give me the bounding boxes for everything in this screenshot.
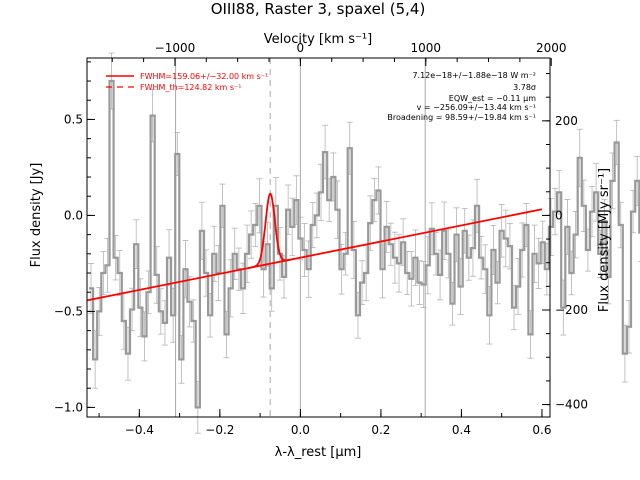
right-tick-label: 0 <box>555 208 563 222</box>
top-tick-label: 1000 <box>411 41 442 55</box>
annotation-significance: 3.78σ <box>513 83 536 92</box>
x-tick-label: 0.0 <box>291 423 310 437</box>
annotation-velocity: v = −256.09+/−13.44 km s⁻¹ <box>417 103 536 112</box>
annotation-flux: 7.12e−18+/−1.88e−18 W m⁻² <box>412 71 536 80</box>
y-axis-label: Flux density [Jy] <box>29 163 44 268</box>
legend-fwhm: FWHM=159.06+/−32.00 km s⁻¹ <box>140 72 268 81</box>
x-tick-label: 0.4 <box>452 423 471 437</box>
legend-fwhm-th: FWHM_th=124.82 km s⁻¹ <box>140 83 241 92</box>
right-tick-label: −400 <box>555 398 588 412</box>
chart-title: OIII88, Raster 3, spaxel (5,4) <box>211 0 426 18</box>
gaussian-fit-line <box>247 192 292 269</box>
top-tick-label: 2000 <box>536 41 567 55</box>
annotation-eqw: EQW_est = −0.11 μm <box>449 94 536 103</box>
spectrum-line <box>89 79 640 409</box>
fit-annotations: 7.12e−18+/−1.88e−18 W m⁻² 3.78σ EQW_est … <box>387 71 536 122</box>
top-tick-label: −1000 <box>155 41 196 55</box>
x-axis-label: λ-λ_rest [μm] <box>275 445 362 460</box>
legend: FWHM=159.06+/−32.00 km s⁻¹ FWHM_th=124.8… <box>106 72 268 92</box>
y-tick-label: −0.5 <box>54 304 83 318</box>
top-axis-label: Velocity [km s⁻¹] <box>264 32 372 47</box>
top-tick-label: 0 <box>297 41 305 55</box>
continuum-fit-line <box>86 208 543 302</box>
error-bars <box>88 52 640 434</box>
right-axis-label: Flux density [MJy sr⁻¹] <box>597 168 612 312</box>
x-tick-label: 0.6 <box>532 423 551 437</box>
plot-frame <box>86 57 551 418</box>
x-tick-label: −0.4 <box>125 423 154 437</box>
right-tick-label: −200 <box>555 303 588 317</box>
y-tick-label: 0.5 <box>64 112 83 126</box>
annotation-broadening: Broadening = 98.59+/−19.84 km s⁻¹ <box>387 113 536 122</box>
y-tick-label: 0.0 <box>64 208 83 222</box>
axis-ticks: −0.4 −0.2 0.0 0.2 0.4 0.6 −1.0 −0.5 0.0 0.5 −1000 0… <box>54 41 588 437</box>
y-tick-label: −1.0 <box>54 400 83 414</box>
x-tick-label: 0.2 <box>371 423 390 437</box>
right-tick-label: 200 <box>555 114 578 128</box>
x-tick-label: −0.2 <box>205 423 234 437</box>
